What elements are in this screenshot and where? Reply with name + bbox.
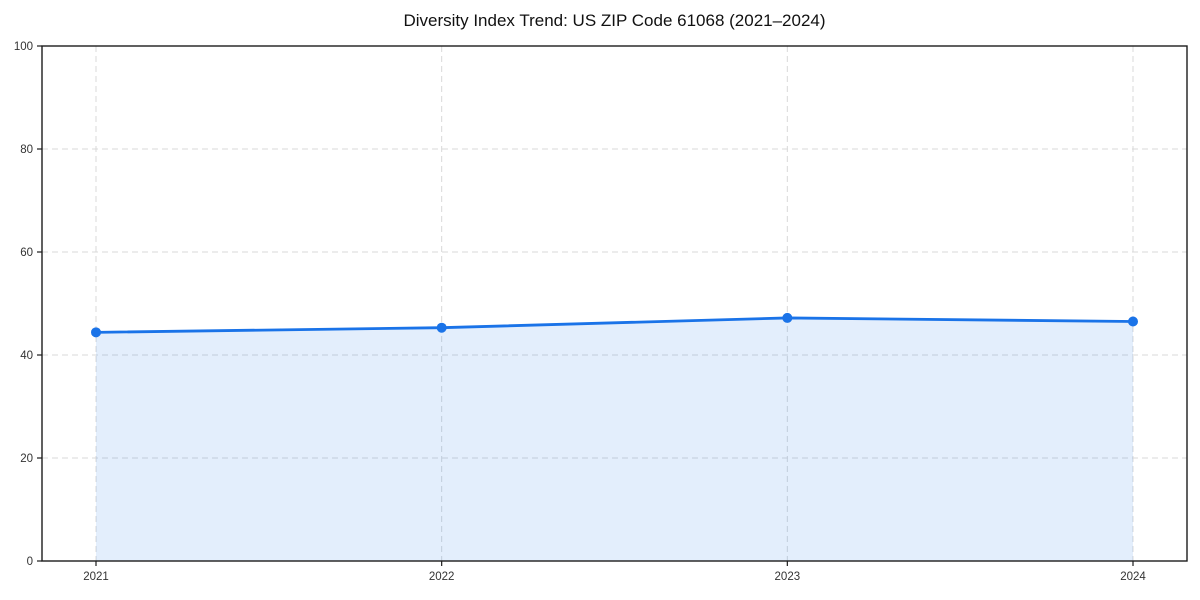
data-point-marker <box>436 322 447 333</box>
x-tick-label: 2021 <box>83 571 109 583</box>
y-tick-label: 80 <box>20 144 33 156</box>
y-tick-label: 60 <box>20 247 33 259</box>
x-tick-label: 2022 <box>429 571 455 583</box>
y-tick-label: 0 <box>27 556 33 568</box>
area-fill <box>96 317 1133 561</box>
data-point-marker <box>1128 316 1138 327</box>
plot-spines <box>41 45 1188 562</box>
y-tick-label: 20 <box>20 453 33 465</box>
trend-line <box>94 316 1135 334</box>
x-tick-label: 2023 <box>775 571 801 583</box>
chart-title: Diversity Index Trend: US ZIP Code 61068… <box>403 11 826 30</box>
x-tick-label: 2024 <box>1120 571 1146 583</box>
data-point-marker <box>91 327 101 338</box>
y-tick-label: 100 <box>14 41 33 53</box>
y-tick-label: 40 <box>20 350 33 362</box>
data-point-marker <box>782 312 793 323</box>
